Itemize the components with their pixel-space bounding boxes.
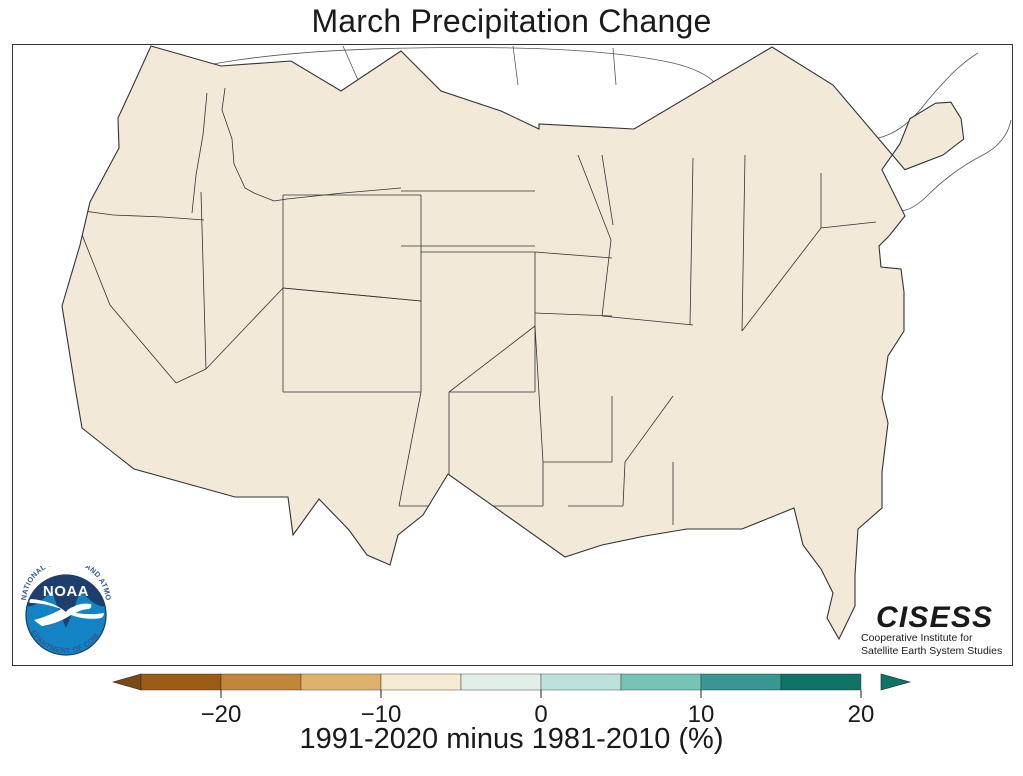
svg-text:Cooperative Institute for: Cooperative Institute for	[861, 632, 973, 644]
svg-text:CISESS: CISESS	[876, 601, 993, 634]
svg-text:NOAA: NOAA	[43, 583, 89, 600]
svg-text:Satellite Earth System Studies: Satellite Earth System Studies	[861, 645, 1002, 657]
